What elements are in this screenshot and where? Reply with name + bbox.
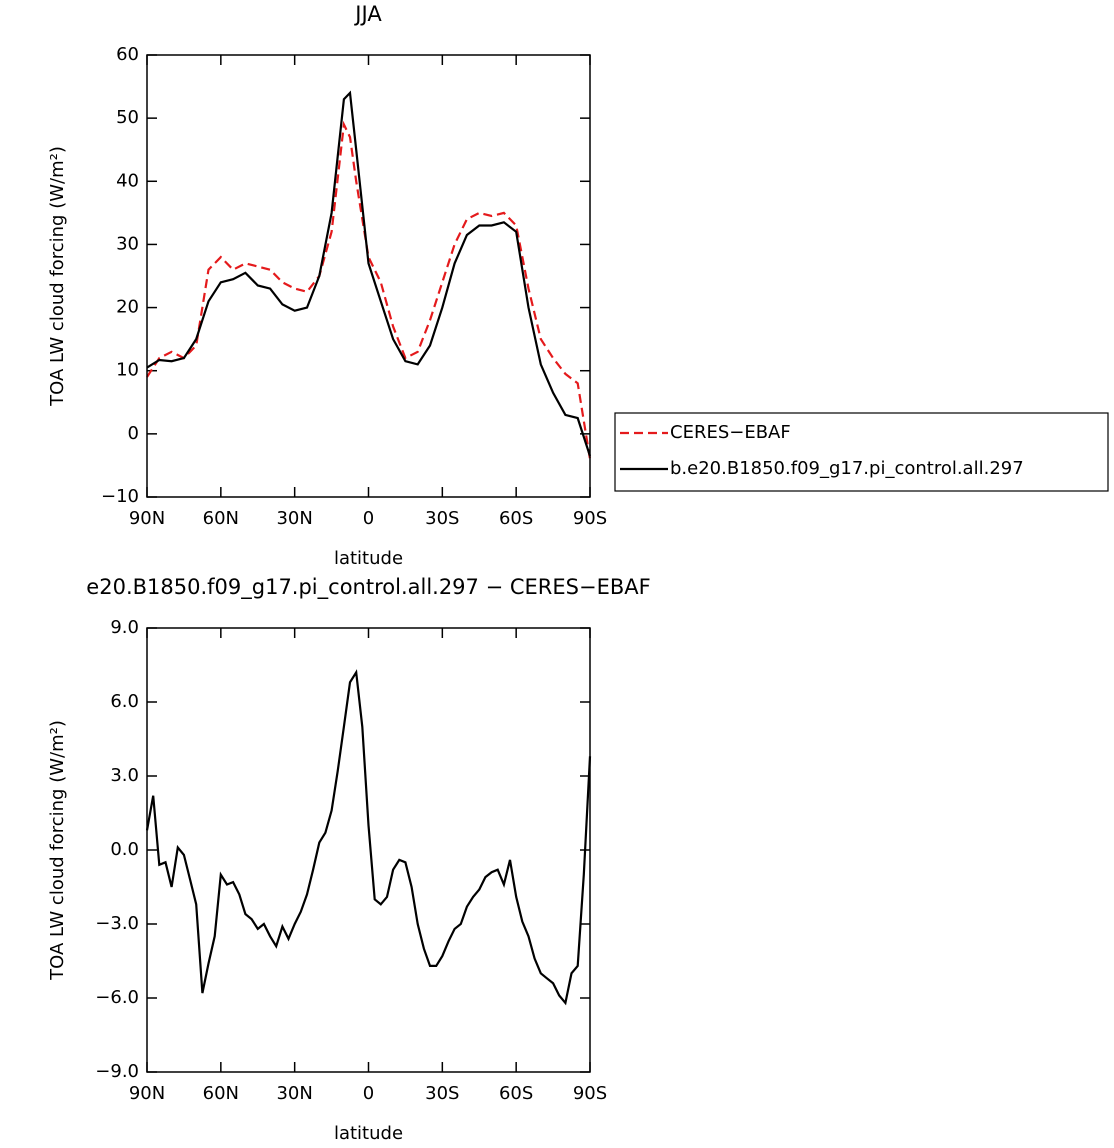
x-tick-label: 30N xyxy=(276,508,312,529)
y-axis-label: TOA LW cloud forcing (W/m²) xyxy=(47,720,68,981)
y-tick-label: 60 xyxy=(116,44,139,65)
x-tick-label: 0 xyxy=(363,1083,374,1104)
y-axis-label: TOA LW cloud forcing (W/m²) xyxy=(47,146,68,407)
data-line xyxy=(146,90,592,457)
x-tick-label: 30S xyxy=(425,1083,459,1104)
y-tick-label: 40 xyxy=(116,170,139,191)
y-tick-label: −10 xyxy=(101,486,139,507)
x-tick-label: 60S xyxy=(499,508,533,529)
x-tick-label: 90N xyxy=(129,508,165,529)
y-tick-label: 0.0 xyxy=(110,839,139,860)
y-tick-label: −3.0 xyxy=(95,913,139,934)
y-tick-label: −6.0 xyxy=(95,987,139,1008)
y-tick-label: 0 xyxy=(128,423,139,444)
y-tick-label: −9.0 xyxy=(95,1061,139,1082)
x-axis-label: latitude xyxy=(334,1123,403,1144)
x-tick-label: 90S xyxy=(573,508,607,529)
chart-title: e20.B1850.f09_g17.pi_control.all.297 − C… xyxy=(86,575,650,600)
data-line xyxy=(145,669,592,1006)
plot-frame xyxy=(146,627,591,1073)
y-tick-label: 50 xyxy=(116,107,139,128)
legend-label: CERES−EBAF xyxy=(670,422,791,443)
x-tick-label: 30S xyxy=(425,508,459,529)
y-tick-label: 3.0 xyxy=(110,765,139,786)
chart-title: JJA xyxy=(353,2,382,26)
y-tick-label: 30 xyxy=(116,233,139,254)
x-tick-label: 60S xyxy=(499,1083,533,1104)
plot-frame xyxy=(146,54,591,498)
x-tick-label: 60N xyxy=(203,1083,239,1104)
legend-label: b.e20.B1850.f09_g17.pi_control.all.297 xyxy=(670,458,1024,479)
y-tick-label: 20 xyxy=(116,297,139,318)
y-tick-label: 10 xyxy=(116,360,139,381)
x-tick-label: 30N xyxy=(276,1083,312,1104)
x-axis-label: latitude xyxy=(334,548,403,569)
x-tick-label: 90N xyxy=(129,1083,165,1104)
y-tick-label: 9.0 xyxy=(110,617,139,638)
x-tick-label: 0 xyxy=(363,508,374,529)
data-line xyxy=(146,120,592,460)
x-tick-label: 90S xyxy=(573,1083,607,1104)
legend-box xyxy=(614,412,1109,492)
x-tick-label: 60N xyxy=(203,508,239,529)
y-tick-label: 6.0 xyxy=(110,691,139,712)
